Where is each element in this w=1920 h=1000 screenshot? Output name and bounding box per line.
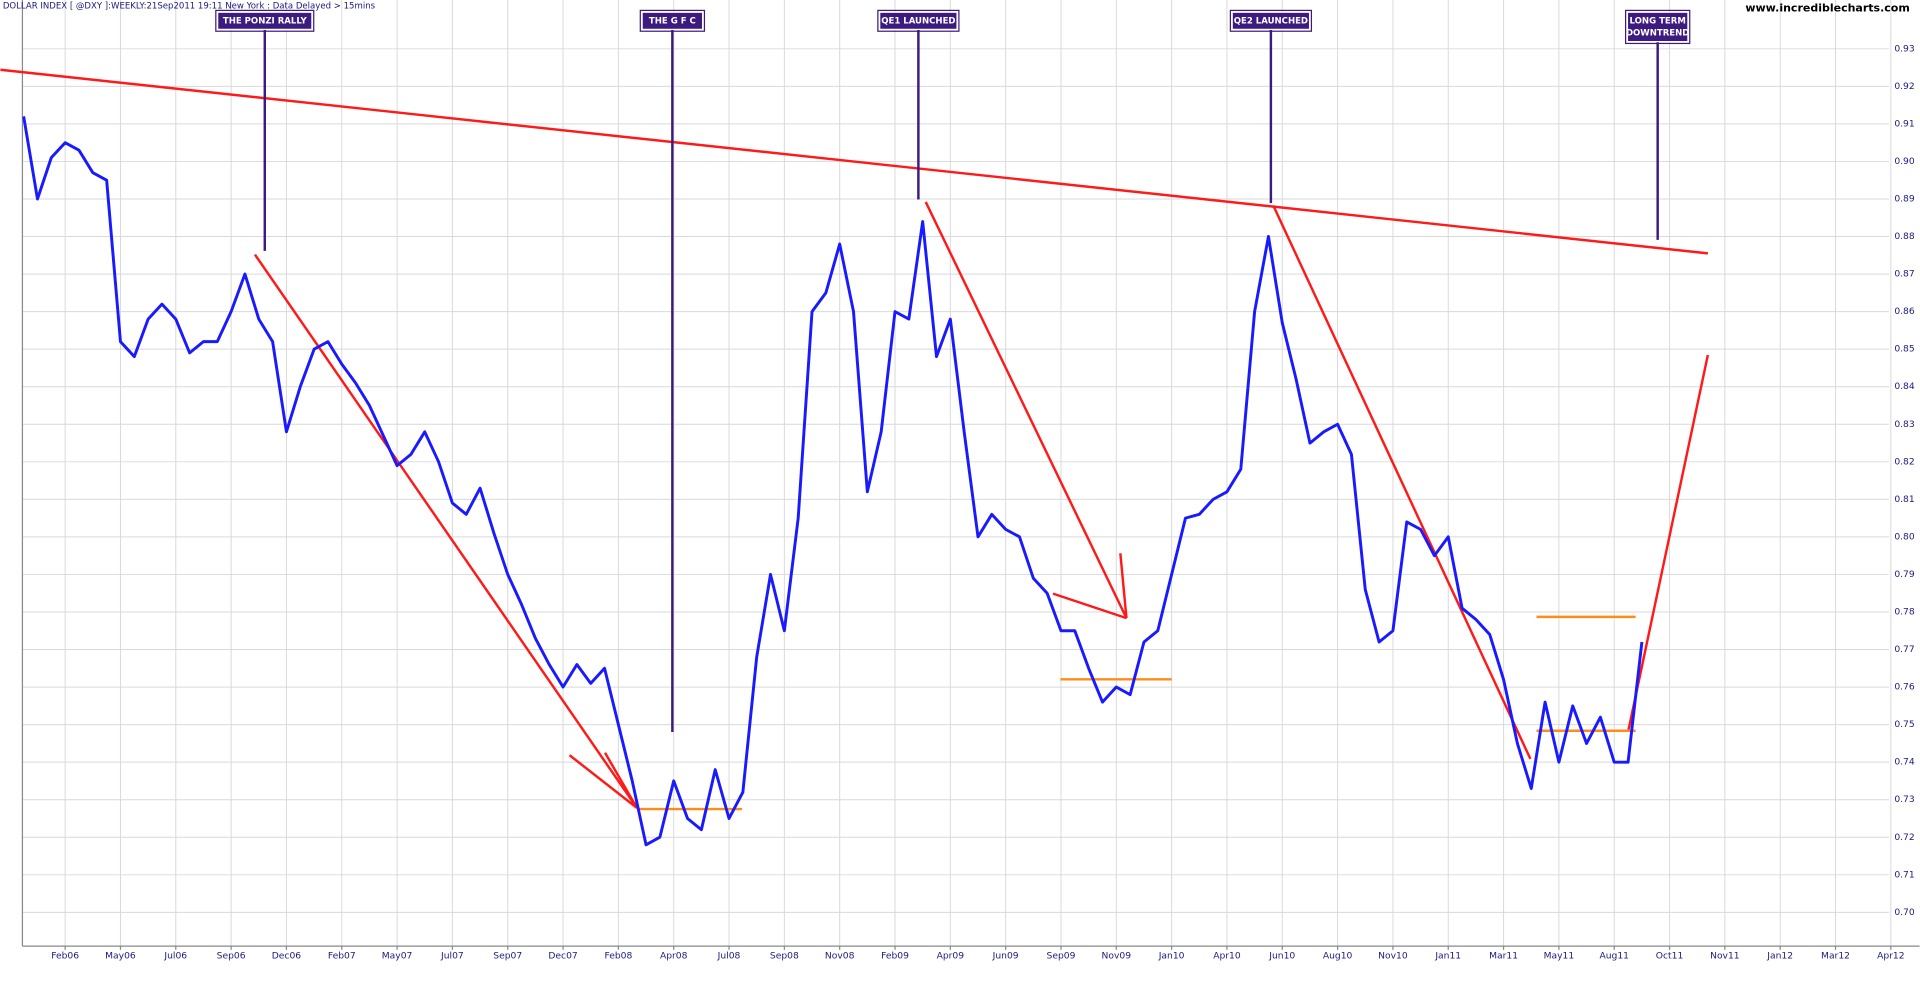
x-tick-label: Feb07: [328, 950, 356, 961]
y-tick-label: 0.81: [1894, 494, 1914, 505]
trend-line: [568, 754, 638, 809]
x-tick-label: Dec06: [272, 950, 302, 961]
source: www.incrediblecharts.com: [1745, 2, 1909, 15]
x-tick-label: Nov10: [1378, 950, 1408, 961]
x-tick-label: Nov09: [1102, 950, 1132, 961]
y-tick-label: 0.87: [1894, 269, 1915, 280]
y-tick-label: 0.79: [1894, 569, 1915, 580]
y-tick-label: 0.80: [1894, 531, 1915, 542]
y-tick-label: 0.83: [1894, 419, 1915, 430]
grid: [22, 0, 1892, 947]
x-tick-label: Jul08: [717, 950, 741, 961]
trend-line: [924, 201, 1128, 619]
y-tick-label: 0.84: [1894, 381, 1915, 392]
callout-label: QE1 LAUNCHED: [881, 16, 955, 26]
callout-box: [217, 11, 313, 30]
x-tick-label: Apr09: [937, 950, 965, 961]
callout-box: [641, 11, 704, 30]
x-tick-label: May06: [105, 950, 136, 961]
x-tick-label: Jun10: [1268, 950, 1295, 961]
price-line: [22, 116, 1644, 847]
x-tick-label: Sep08: [770, 950, 799, 961]
x-tick-label: Apr10: [1213, 950, 1241, 961]
x-tick-label: Apr08: [660, 950, 688, 961]
x-tick-label: May07: [382, 950, 413, 961]
y-tick-label: 0.85: [1894, 344, 1915, 355]
x-tick-label: Jul07: [440, 950, 464, 961]
x-tick-label: Feb06: [51, 950, 79, 961]
trend-line: [1052, 592, 1127, 620]
x-tick-label: Feb08: [604, 950, 632, 961]
x-tick-label: Feb09: [881, 950, 909, 961]
y-tick-label: 0.77: [1894, 644, 1915, 655]
x-tick-label: Jan11: [1434, 950, 1461, 961]
x-tick-label: Jun09: [992, 950, 1019, 961]
y-tick-label: 0.86: [1894, 306, 1915, 317]
callout-border: [639, 9, 706, 32]
y-tick-label: 0.92: [1894, 81, 1914, 92]
y-tick-label: 0.72: [1894, 832, 1914, 843]
y-tick-label: 0.82: [1894, 456, 1914, 467]
y-tick-label: 0.78: [1894, 606, 1915, 617]
x-tick-label: Apr12: [1877, 950, 1905, 961]
y-tick-label: 0.70: [1894, 907, 1915, 918]
annotations: THE PONZI RALLY THE G F C QE1 LAUNCHED QE2 …: [215, 9, 1691, 732]
callout-box: [879, 11, 958, 30]
x-tick-label: May11: [1544, 950, 1575, 961]
y-tick-label: 0.93: [1894, 43, 1915, 54]
trend-line: [1272, 205, 1532, 760]
trend-line: [603, 752, 638, 809]
x-tick-label: Aug10: [1323, 950, 1353, 961]
trend-line: [0, 68, 1708, 255]
trend-line: [1119, 553, 1128, 619]
x-tick-label: Jan12: [1766, 950, 1793, 961]
y-tick-label: 0.75: [1894, 719, 1915, 730]
callout-border: [1624, 9, 1691, 45]
chart-title: DOLLAR INDEX [ @DXY ]:WEEKLY:21Sep2011 1…: [3, 2, 376, 12]
x-tick-label: Sep09: [1047, 950, 1076, 961]
x-tick-label: Dec07: [548, 950, 578, 961]
callout-label: DOWNTREND: [1626, 29, 1689, 39]
y-tick-label: 0.90: [1894, 156, 1915, 167]
callout-label: LONG TERM: [1630, 16, 1686, 26]
callout-label: THE G F C: [649, 16, 696, 26]
x-tick-label: Jan10: [1158, 950, 1185, 961]
x-tick-label: Oct11: [1656, 950, 1683, 961]
y-tick-label: 0.88: [1894, 231, 1915, 242]
x-tick-label: Aug11: [1599, 950, 1629, 961]
callout-label: QE2 LAUNCHED: [1234, 16, 1308, 26]
callout-border: [877, 9, 960, 32]
y-tick-label: 0.74: [1894, 757, 1915, 768]
y-tick-label: 0.73: [1894, 794, 1915, 805]
callout-border: [215, 9, 315, 32]
x-tick-label: Jul06: [163, 950, 187, 961]
callout-label: THE PONZI RALLY: [223, 16, 308, 26]
y-tick-label: 0.76: [1894, 682, 1915, 693]
x-tick-label: Sep07: [493, 950, 522, 961]
x-tick-label: Nov11: [1710, 950, 1740, 961]
callout-box: [1626, 11, 1689, 43]
y-tick-label: 0.89: [1894, 193, 1915, 204]
x-tick-label: Mar12: [1821, 950, 1850, 961]
trend-line: [1627, 354, 1710, 731]
x-tick-label: Mar11: [1489, 950, 1518, 961]
y-tick-label: 0.91: [1894, 118, 1914, 129]
callout-border: [1229, 9, 1313, 32]
x-tick-label: Sep06: [217, 950, 246, 961]
y-tick-label: 0.71: [1894, 869, 1914, 880]
x-tick-label: Nov08: [825, 950, 855, 961]
callout-box: [1231, 11, 1311, 30]
